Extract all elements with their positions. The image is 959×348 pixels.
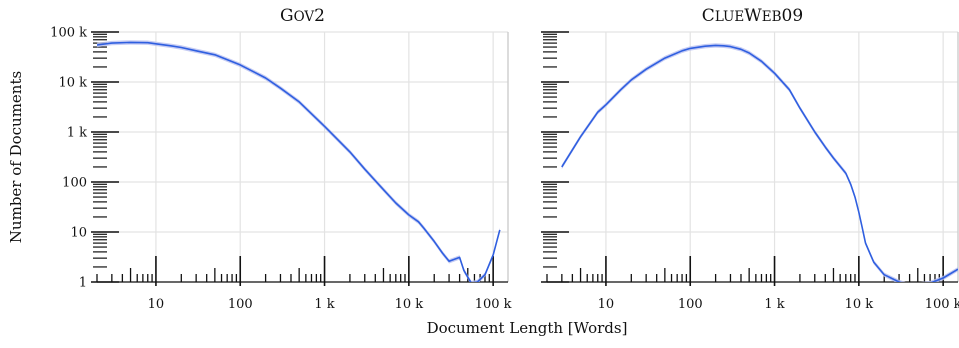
y-tick-label: 1 k: [67, 126, 87, 141]
x-tick-label: 10: [598, 297, 615, 312]
y-tick-label: 100 k: [50, 26, 87, 41]
y-tick-label: 100: [62, 176, 87, 191]
x-tick-label: 10: [148, 297, 165, 312]
x-tick-label: 100 k: [475, 297, 512, 312]
y-axis-label: Number of Documents: [7, 71, 25, 243]
chart-panel-gov2: 1 10 100 1 k 10 k 100 k 10 100 1 k 10 k 100 k GOV2: [50, 6, 512, 312]
y-tick-label: 10 k: [58, 76, 87, 91]
x-tick-label: 100 k: [925, 297, 959, 312]
x-tick-label: 1 k: [314, 297, 334, 312]
chart-title: CLUEWEB09: [702, 6, 803, 26]
x-axis-label: Document Length [Words]: [427, 319, 628, 337]
series-line: [97, 41, 501, 282]
x-tick-label: 10 k: [395, 297, 424, 312]
x-tick-label: 10 k: [845, 297, 874, 312]
chart-panel-clueweb09: 10 100 1 k 10 k 100 k CLUEWEB09: [541, 6, 959, 312]
confidence-band: [561, 43, 958, 282]
x-tick-label: 100: [228, 297, 253, 312]
chart-title: GOV2: [280, 6, 325, 26]
x-tick-label: 1 k: [764, 297, 784, 312]
y-tick-label: 10: [70, 226, 87, 241]
x-tick-label: 100: [678, 297, 703, 312]
y-tick-label: 1: [79, 276, 87, 291]
series-line: [561, 44, 958, 282]
